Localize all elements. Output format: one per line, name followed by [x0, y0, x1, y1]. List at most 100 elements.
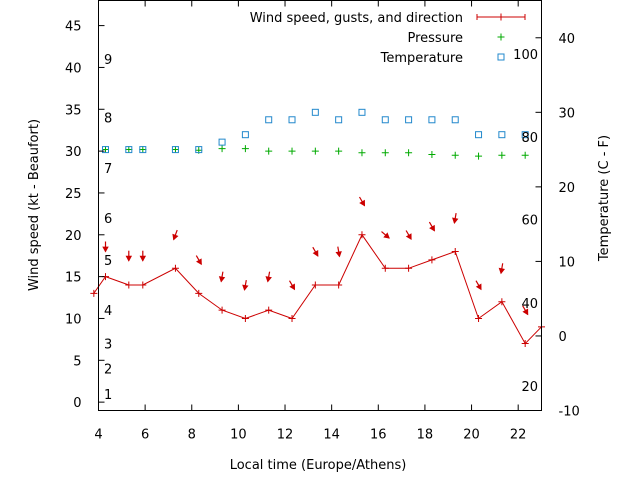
- wind-speed-point: [139, 281, 147, 289]
- y-left-tick-label: 40: [65, 61, 82, 76]
- x-tick-label: 6: [141, 428, 149, 443]
- x-tick-label: 22: [510, 428, 527, 443]
- pressure-point: [125, 145, 133, 153]
- wind-speed-point: [241, 314, 249, 322]
- legend-marker: [497, 53, 505, 61]
- y-axis-label-left: Wind speed (kt - Beaufort): [27, 119, 42, 291]
- wind-arrow: [312, 246, 319, 257]
- temperature-point: [101, 146, 109, 154]
- temperature-point: [335, 116, 343, 124]
- beaufort-label: 8: [104, 112, 112, 127]
- temperature-point: [475, 131, 483, 139]
- wind-arrow: [381, 231, 390, 239]
- y-right-tick-label: 40: [559, 32, 576, 47]
- beaufort-label: 1: [104, 388, 112, 403]
- pressure-point: [311, 147, 319, 155]
- legend-label: Pressure: [407, 31, 463, 46]
- series-0: [90, 231, 545, 348]
- y-right-tick-label: 0: [559, 330, 567, 345]
- wind-arrow: [335, 246, 342, 258]
- x-tick-label: 10: [230, 428, 247, 443]
- pressure-point: [381, 149, 389, 157]
- y-right-tick-label: 20: [559, 181, 576, 196]
- temperature-point: [171, 146, 179, 154]
- fahrenheit-label: 60: [521, 214, 538, 229]
- pressure-point: [428, 150, 436, 158]
- y-left-tick-label: 15: [65, 271, 82, 286]
- temperature-point: [311, 108, 319, 116]
- y-left-tick-label: 25: [65, 187, 82, 202]
- temperature-point: [428, 116, 436, 124]
- wind-arrow: [242, 279, 249, 291]
- y-right-tick-label: 30: [559, 106, 576, 121]
- y-left-tick-label: 0: [73, 396, 81, 411]
- fahrenheit-label: 100: [513, 48, 538, 63]
- wind-arrow: [475, 280, 482, 291]
- pressure-point: [171, 145, 179, 153]
- wind-arrow: [405, 230, 412, 240]
- y-left-tick-label: 35: [65, 103, 82, 118]
- fahrenheit-label: 80: [521, 131, 538, 146]
- wind-speed-point: [358, 231, 366, 239]
- wind-arrow: [358, 196, 366, 207]
- temperature-point: [195, 146, 203, 154]
- pressure-point: [475, 152, 483, 160]
- series-2: [101, 108, 529, 154]
- pressure-point: [358, 149, 366, 157]
- wind-speed-point: [521, 340, 529, 348]
- temperature-point: [218, 138, 226, 146]
- series-1: [101, 145, 529, 160]
- pressure-point: [521, 151, 529, 159]
- wind-arrow: [139, 250, 147, 262]
- pressure-point: [101, 145, 109, 153]
- wind-arrow: [452, 212, 459, 225]
- wind-speed-point: [405, 264, 413, 272]
- temperature-point: [405, 116, 413, 124]
- wind-arrow: [102, 241, 109, 253]
- beaufort-label: 2: [104, 363, 112, 378]
- wind-arrow: [125, 250, 133, 262]
- x-axis-label: Local time (Europe/Athens): [230, 458, 407, 473]
- temperature-point: [139, 146, 147, 154]
- pressure-point: [265, 147, 273, 155]
- temperature-point: [521, 131, 529, 139]
- legend-label: Wind speed, gusts, and direction: [250, 11, 463, 26]
- x-tick-label: 4: [94, 428, 102, 443]
- wind-arrow: [428, 221, 435, 232]
- temperature-point: [381, 116, 389, 124]
- y-left-tick-label: 5: [73, 354, 81, 369]
- temperature-point: [125, 146, 133, 154]
- wind-arrow: [522, 305, 529, 316]
- y-left-tick-label: 10: [65, 312, 82, 327]
- wind-arrow: [265, 271, 272, 283]
- x-tick-label: 14: [323, 428, 340, 443]
- pressure-point: [218, 145, 226, 153]
- pressure-point: [451, 151, 459, 159]
- beaufort-label: 6: [104, 212, 112, 227]
- y-left-tick-label: 20: [65, 229, 82, 244]
- x-tick-label: 16: [370, 428, 387, 443]
- wind-speed-point: [335, 281, 343, 289]
- wind-arrow: [288, 280, 296, 291]
- x-tick-label: 8: [188, 428, 196, 443]
- wind-speed-point: [311, 281, 319, 289]
- legend-marker: [497, 33, 505, 41]
- beaufort-label: 3: [104, 338, 112, 353]
- temperature-point: [241, 131, 249, 139]
- wind-speed-point: [195, 289, 203, 297]
- wind-speed-point: [428, 256, 436, 264]
- y-right-tick-label: -10: [559, 405, 580, 420]
- x-tick-label: 18: [417, 428, 434, 443]
- fahrenheit-label: 20: [521, 380, 538, 395]
- temperature-point: [498, 131, 506, 139]
- beaufort-label: 4: [104, 304, 112, 319]
- wind-speed-point: [498, 298, 506, 306]
- wind-speed-point: [381, 264, 389, 272]
- wind-speed-point: [218, 306, 226, 314]
- temperature-point: [451, 116, 459, 124]
- wind-speed-point: [125, 281, 133, 289]
- wind-arrow: [218, 271, 226, 283]
- beaufort-label: 5: [104, 254, 112, 269]
- temperature-point: [265, 116, 273, 124]
